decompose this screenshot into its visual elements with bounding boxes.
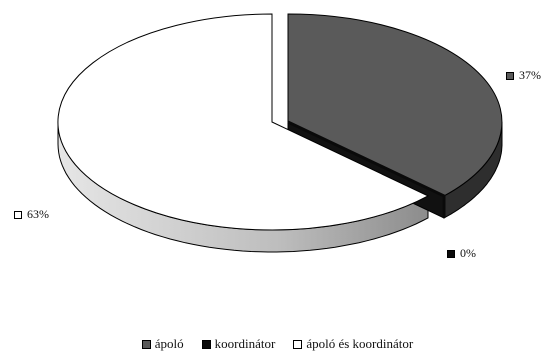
legend-label-apolo: ápoló: [154, 336, 184, 351]
data-label-koordinator-text: 0%: [460, 246, 476, 260]
legend-item-apolo: ápoló: [141, 336, 184, 352]
data-label-apolo-text: 37%: [519, 68, 541, 82]
data-label-apolo-es-koordinator: 63%: [14, 207, 49, 222]
pie-slice-apolo-es-koordinator: [57, 13, 430, 231]
legend: ápoló koordinátor ápoló és koordinátor: [0, 336, 555, 352]
data-label-apolo: 37%: [506, 68, 541, 83]
data-label-marker-apolo-es-koordinator: [14, 210, 22, 219]
pie-slice-koordinator: [287, 120, 446, 218]
data-label-apolo-es-koordinator-text: 63%: [27, 207, 49, 221]
legend-item-koordinator: koordinátor: [201, 336, 276, 352]
data-label-koordinator: 0%: [447, 246, 476, 261]
legend-label-apolo-es-koordinator: ápoló és koordinátor: [306, 336, 414, 351]
legend-label-koordinator: koordinátor: [214, 336, 276, 351]
data-label-marker-koordinator: [447, 249, 455, 258]
legend-swatch-koordinator: [201, 339, 211, 349]
pie-slice-apolo: [287, 13, 503, 197]
legend-item-apolo-es-koordinator: ápoló és koordinátor: [293, 336, 413, 352]
legend-swatch-apolo: [141, 339, 151, 349]
legend-swatch-apolo-es-koordinator: [293, 339, 303, 349]
data-label-marker-apolo: [506, 71, 514, 80]
